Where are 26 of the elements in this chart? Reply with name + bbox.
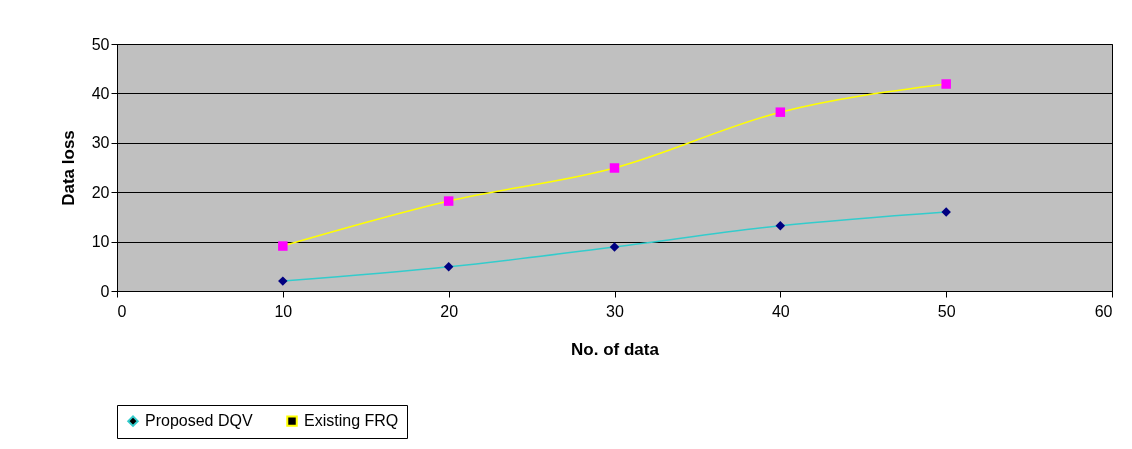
x-tick-label: 40: [771, 302, 790, 320]
x-tick-label: 60: [1094, 302, 1113, 320]
point: [609, 163, 620, 173]
y-tick-label: 0: [100, 282, 110, 300]
point: [775, 107, 786, 117]
y-tick-label: 50: [91, 35, 110, 53]
legend-label: Existing FRQ: [304, 412, 399, 430]
x-tick-label: 20: [440, 302, 459, 320]
legend-label: Proposed DQV: [145, 412, 253, 430]
point: [278, 241, 288, 251]
x-axis-title: No. of data: [571, 339, 660, 359]
y-tick-label: 20: [91, 183, 110, 201]
x-tick-label: 30: [606, 302, 624, 320]
point: [609, 242, 620, 252]
point: [278, 276, 288, 286]
point: [775, 221, 786, 231]
x-tick-label: 10: [274, 302, 293, 320]
x-tick-label: 50: [937, 302, 956, 320]
y-tick-label: 40: [91, 84, 110, 102]
y-tick-label: 10: [91, 233, 110, 251]
point: [443, 196, 454, 206]
point: [941, 79, 951, 89]
x-tick-label: 0: [117, 302, 127, 320]
y-axis-title: Data loss: [58, 130, 78, 206]
point: [443, 262, 454, 272]
y-tick-label: 30: [91, 134, 110, 152]
